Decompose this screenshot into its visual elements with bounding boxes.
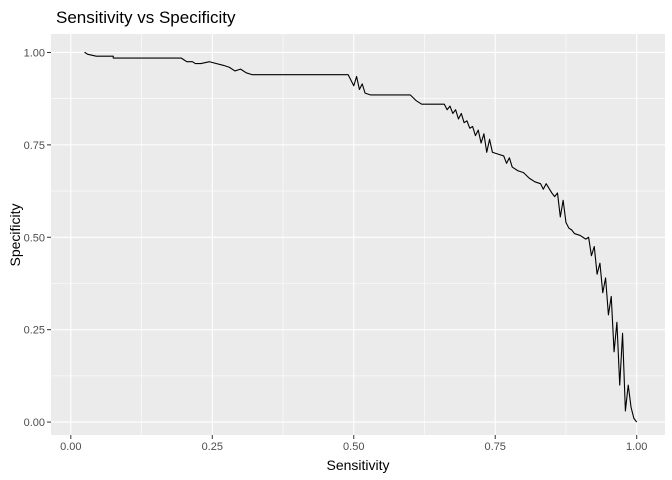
y-tick-label: 1.00 <box>24 47 45 59</box>
y-tick-label: 0.25 <box>24 325 45 337</box>
series-layer <box>84 51 638 423</box>
y-axis: 0.00 0.25 0.50 0.75 1.00 <box>24 47 51 429</box>
x-tick-label: 0.25 <box>202 441 223 453</box>
x-tick-label: 1.00 <box>626 441 647 453</box>
x-tick-label: 0.75 <box>485 441 506 453</box>
x-tick-label: 0.50 <box>343 441 364 453</box>
x-axis: 0.00 0.25 0.50 0.75 1.00 <box>60 435 647 453</box>
minor-gridlines <box>51 34 665 435</box>
plot-panel <box>51 34 665 435</box>
x-axis-title: Sensitivity <box>326 457 389 473</box>
chart-title: Sensitivity vs Specificity <box>56 8 236 27</box>
x-tick-label: 0.00 <box>60 441 81 453</box>
y-axis-title: Specificity <box>7 203 23 266</box>
y-tick-label: 0.50 <box>24 232 45 244</box>
y-tick-label: 0.00 <box>24 417 45 429</box>
series-line <box>84 51 638 423</box>
major-gridlines <box>51 34 665 435</box>
y-tick-label: 0.75 <box>24 140 45 152</box>
